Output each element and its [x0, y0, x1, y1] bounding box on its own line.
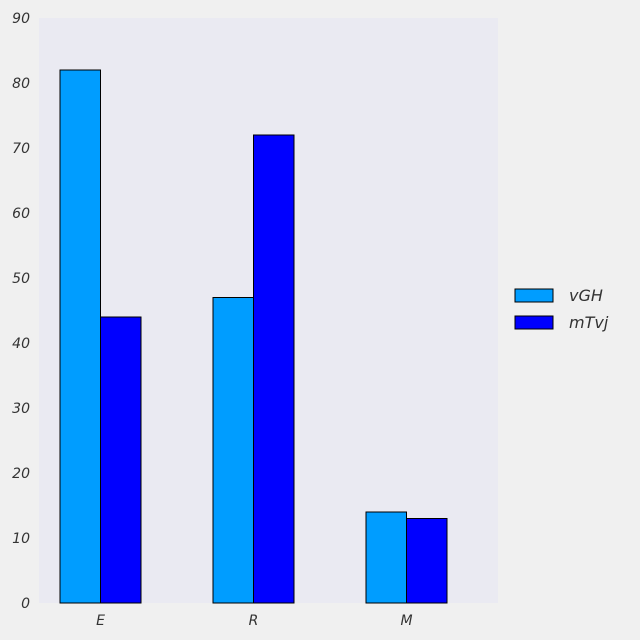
- bar-mTvj-E: [100, 316, 142, 604]
- legend-label: vGH: [569, 286, 603, 305]
- y-tick-label: 30: [12, 401, 30, 417]
- legend-swatch-mTvj: [514, 315, 554, 330]
- bars: [59, 69, 448, 604]
- y-tick-label: 60: [12, 206, 30, 222]
- y-tick-label: 70: [12, 141, 30, 157]
- y-tick-label: 0: [21, 596, 30, 612]
- y-tick-label: 10: [12, 531, 30, 547]
- y-axis: 0 10 20 30 40 50 60 70 80 90: [12, 11, 30, 612]
- x-tick-label: M: [400, 613, 412, 629]
- bar-vGH-E: [59, 69, 101, 604]
- y-tick-label: 80: [12, 76, 30, 92]
- x-tick-label: R: [249, 613, 259, 629]
- y-tick-label: 20: [12, 466, 30, 482]
- y-tick-label: 90: [12, 11, 30, 27]
- legend: vGH mTvj: [514, 286, 609, 332]
- x-tick-label: E: [96, 613, 105, 629]
- bar-vGH-M: [365, 511, 407, 604]
- legend-swatch-vGH: [514, 288, 554, 303]
- y-tick-label: 40: [12, 336, 30, 352]
- bar-mTvj-M: [406, 518, 448, 604]
- bar-vGH-R: [212, 297, 254, 604]
- y-tick-label: 50: [12, 271, 30, 287]
- legend-label: mTvj: [569, 313, 609, 332]
- bar-mTvj-R: [253, 134, 295, 604]
